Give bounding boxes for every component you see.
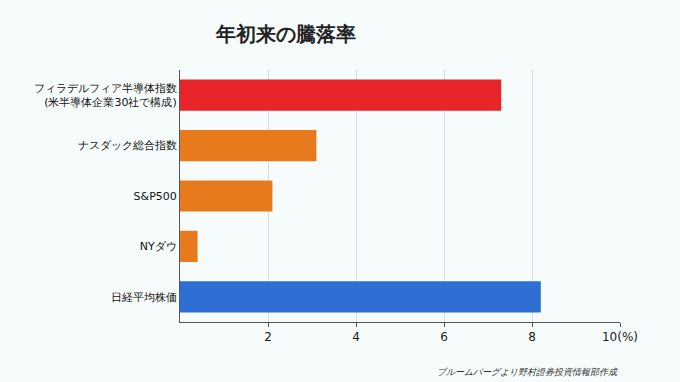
svg-text:NYダウ: NYダウ bbox=[140, 240, 177, 253]
svg-text:8: 8 bbox=[528, 330, 536, 344]
svg-text:4: 4 bbox=[352, 330, 360, 344]
svg-text:フィラデルフィア半導体指数(米半導体企業30社で構成): フィラデルフィア半導体指数(米半導体企業30社で構成) bbox=[34, 82, 177, 109]
svg-text:2: 2 bbox=[264, 330, 272, 344]
svg-text:ナスダック総合指数: ナスダック総合指数 bbox=[78, 139, 177, 152]
svg-text:6: 6 bbox=[440, 330, 448, 344]
svg-text:10(%): 10(%) bbox=[602, 330, 638, 344]
svg-text:年初来の騰落率: 年初来の騰落率 bbox=[215, 22, 356, 46]
svg-text:ブルームバーグより野村證券投資情報部作成: ブルームバーグより野村證券投資情報部作成 bbox=[437, 367, 618, 377]
svg-text:S&P500: S&P500 bbox=[134, 190, 177, 203]
svg-text:日経平均株価: 日経平均株価 bbox=[111, 291, 177, 304]
